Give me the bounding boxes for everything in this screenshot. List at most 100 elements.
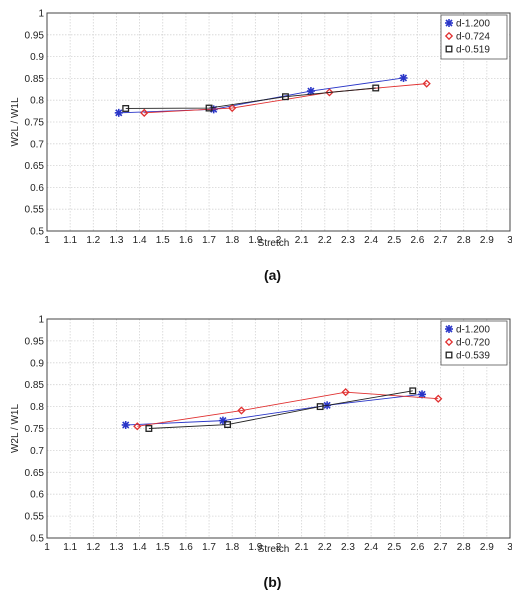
x-tick-label: 2.2 [318,235,332,246]
y-tick-label: 0.7 [30,446,44,457]
x-tick-label: 3 [507,235,512,246]
series-line [148,390,413,429]
data-point [224,421,232,429]
data-point [306,87,315,96]
x-tick-label: 3 [507,542,512,553]
x-tick-label: 1.5 [156,542,170,553]
y-tick-label: 0.5 [30,534,44,545]
x-tick-label: 1.3 [109,542,123,553]
x-tick-label: 1.7 [202,235,216,246]
data-point [122,105,130,112]
x-axis-label: Stretch [258,238,290,249]
grid [46,12,511,232]
x-tick-label: 2.7 [434,235,448,246]
chart-panel: 1 1.1 1.2 1.3 1.4 1.5 1.6 1.7 1.8 1.9 2 2.1 2.2 2.3 2.… [10,9,512,284]
y-tick-label: 0.6 [30,490,44,501]
x-tick-label: 1.9 [248,235,262,246]
x-tick-label: 2.2 [318,542,332,553]
series-d-0.539 [145,387,417,432]
x-tick-label: 2.3 [341,235,355,246]
y-tick-label: 0.75 [25,118,45,129]
y-tick-label: 0.65 [25,161,45,172]
x-tick-label: 1.4 [133,235,147,246]
x-tick-label: 2.4 [364,542,378,553]
x-tick-label: 2 [276,235,282,246]
x-tick-label: 2.6 [410,235,424,246]
x-tick-label: 1.7 [202,542,216,553]
legend-entry: d-0.539 [456,351,490,362]
y-tick-label: 0.55 [25,205,45,216]
legend: d-1.200 d-0.724 d-0.519 [440,14,508,60]
y-tick-label: 0.95 [25,30,45,41]
x-tick-label: 2.6 [410,542,424,553]
x-tick-label: 1.6 [179,542,193,553]
data-point [316,403,324,411]
data-point [218,416,227,425]
data-point [372,84,380,92]
x-tick-label: 2.7 [434,542,448,553]
x-tick-label: 1.3 [109,235,123,246]
y-tick-label: 1 [38,9,44,20]
y-tick-label: 0.55 [25,512,45,523]
x-tick-label: 2.9 [480,542,494,553]
x-tick-label: 2.5 [387,235,401,246]
legend-entry: d-0.519 [456,45,490,56]
legend-marker [445,325,453,333]
x-tick-label: 2 [276,542,282,553]
legend-marker [444,337,454,347]
y-tick-label: 0.9 [30,358,44,369]
data-point [237,406,246,415]
x-tick-label: 1 [44,542,50,553]
x-tick-label: 1.2 [86,235,100,246]
y-tick-label: 0.8 [30,402,44,413]
data-point [145,425,153,432]
chart-panel: 1 1.1 1.2 1.3 1.4 1.5 1.6 1.7 1.8 1.9 2 2.1 2.2 2.3 2.… [10,315,512,591]
legend: d-1.200 d-0.720 d-0.539 [440,320,508,366]
panel-caption: (a) [264,267,281,283]
data-point [205,104,213,112]
y-tick-label: 0.8 [30,96,44,107]
data-point [140,108,149,117]
x-tick-label: 2.9 [480,235,494,246]
data-point [399,73,408,82]
y-tick-label: 0.6 [30,183,44,194]
x-tick-label: 1.2 [86,542,100,553]
x-tick-label: 1.1 [63,542,77,553]
x-tick-label: 1.9 [248,542,262,553]
legend-marker [445,45,453,53]
series-d-0.720 [133,388,443,431]
y-tick-label: 0.95 [25,336,45,347]
data-point [114,108,123,117]
x-tick-label: 2.1 [295,542,309,553]
y-tick-label: 0.75 [25,424,45,435]
axes-frame [46,12,511,232]
data-point [121,420,130,429]
y-tick-label: 0.65 [25,468,45,479]
legend-entry: d-0.720 [456,338,490,349]
series-line [137,391,439,427]
legend-entry: d-1.200 [456,325,490,336]
y-axis-label: W2L / W1L [10,404,21,454]
x-tick-label: 1.8 [225,542,239,553]
y-tick-label: 0.85 [25,380,45,391]
x-tick-label: 2.8 [457,542,471,553]
data-point [281,93,289,101]
x-tick-label: 1.1 [63,235,77,246]
legend-marker [444,31,454,41]
data-point [422,79,431,88]
series-d-0.519 [122,84,380,112]
data-point [434,394,443,403]
x-tick-label: 1.4 [133,542,147,553]
panel-caption: (b) [264,574,282,590]
legend-marker [445,351,453,359]
y-tick-label: 0.7 [30,139,44,150]
y-tick-label: 1 [38,315,44,326]
legend-entry: d-0.724 [456,32,490,43]
y-tick-label: 0.9 [30,52,44,63]
x-axis-label: Stretch [258,544,290,555]
data-point [341,388,350,397]
x-tick-label: 2.3 [341,542,355,553]
data-point [133,422,142,431]
y-axis-label: W2L / W1L [10,97,21,147]
